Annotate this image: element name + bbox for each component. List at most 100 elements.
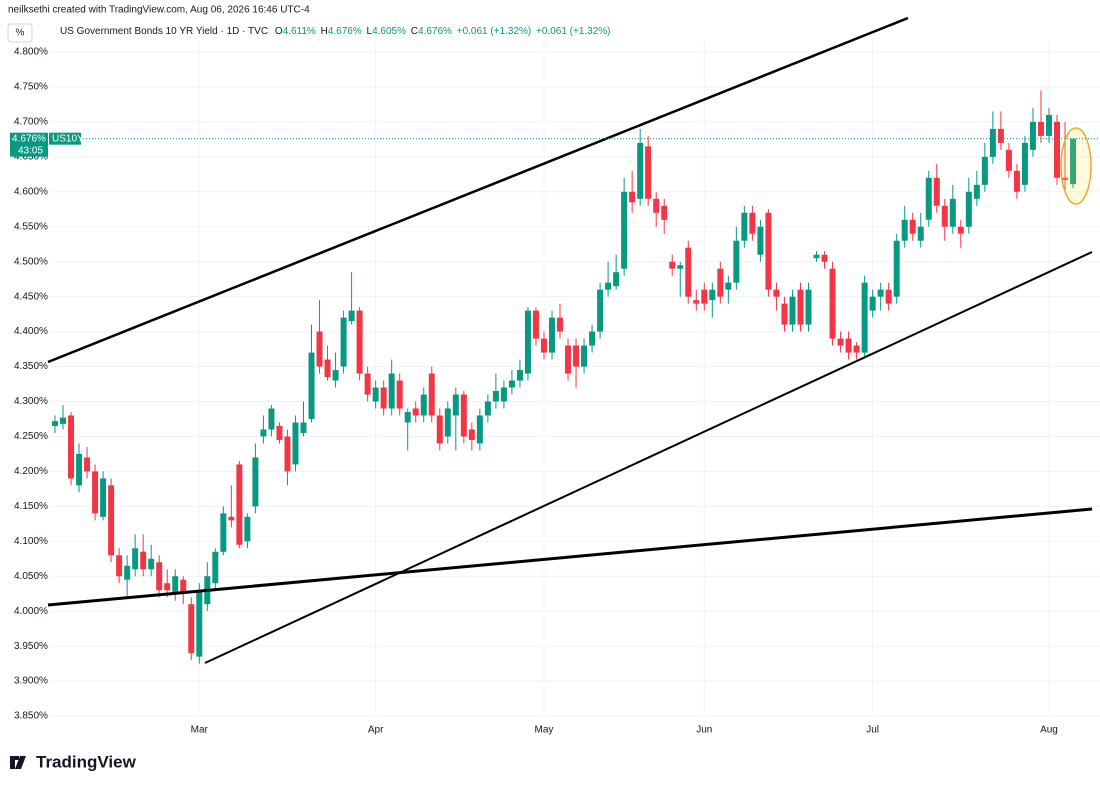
candle-body xyxy=(548,317,555,353)
candle-body xyxy=(893,240,900,297)
candle-body xyxy=(981,156,988,185)
candle-body xyxy=(212,551,219,584)
candle-body xyxy=(733,240,740,283)
candle-body xyxy=(869,296,876,311)
open-value: 4.611% xyxy=(283,26,316,37)
candle-body xyxy=(621,191,628,269)
candle-body xyxy=(909,219,916,234)
change: +0.061 (+1.32%) xyxy=(457,26,532,37)
close-value: 4.676% xyxy=(418,26,452,37)
candle-body xyxy=(749,212,756,234)
candle-body xyxy=(532,310,539,339)
candle-body xyxy=(805,289,812,325)
y-tick-label: 4.050% xyxy=(14,571,48,582)
candle-body xyxy=(476,415,483,444)
candle-body xyxy=(420,394,427,416)
y-tick-label: 4.100% xyxy=(14,536,48,547)
candle-body xyxy=(933,177,940,206)
candle-body xyxy=(989,128,996,157)
trend-line xyxy=(47,507,1093,607)
candle-body xyxy=(148,558,155,570)
candle-body xyxy=(484,401,491,416)
candle-body xyxy=(188,604,195,654)
scale-button-label[interactable]: % xyxy=(16,28,25,39)
candle-body xyxy=(709,289,716,301)
candle-body xyxy=(741,212,748,241)
candle-body xyxy=(180,579,187,594)
candle-body xyxy=(813,254,820,259)
candle-body xyxy=(1029,121,1036,150)
y-tick-label: 4.400% xyxy=(14,326,48,337)
candle-body xyxy=(1037,121,1044,136)
candle-body xyxy=(629,191,636,203)
candle-body xyxy=(500,387,507,402)
candle-body xyxy=(116,555,123,577)
candle-body xyxy=(244,516,251,542)
candle-body xyxy=(92,471,99,514)
symbol-tag-label: US10Y xyxy=(52,133,84,144)
candle-body xyxy=(452,394,459,416)
candle-body xyxy=(1013,170,1020,192)
candle-body xyxy=(516,370,523,381)
candle-body xyxy=(797,289,804,325)
y-tick-label: 4.650% xyxy=(14,151,48,162)
low-label: L xyxy=(367,26,373,37)
candle-body xyxy=(372,387,379,402)
candle-body xyxy=(380,387,387,409)
y-tick-label: 4.300% xyxy=(14,396,48,407)
scale-button[interactable] xyxy=(7,23,33,43)
candle-body xyxy=(68,415,75,479)
y-tick-label: 3.950% xyxy=(14,641,48,652)
candle-body xyxy=(436,415,443,444)
candle-body xyxy=(565,345,572,374)
candle-body xyxy=(300,422,307,433)
candle-body xyxy=(685,247,692,297)
close-label: C xyxy=(411,26,418,37)
candle-body xyxy=(1045,114,1052,136)
y-tick-label: 4.000% xyxy=(14,606,48,617)
candle-body xyxy=(1070,138,1077,185)
y-tick-label: 4.450% xyxy=(14,291,48,302)
candle-body xyxy=(845,338,852,353)
candle-body xyxy=(132,548,139,570)
candle-body xyxy=(100,478,107,517)
candle-body xyxy=(581,345,588,367)
price-tag-label: 4.676% xyxy=(12,133,46,144)
chart-legend: US Government Bonds 10 YR Yield · 1D · T… xyxy=(60,26,611,37)
high-label: H xyxy=(321,26,328,37)
candle-body xyxy=(637,142,644,199)
candle-body xyxy=(725,282,732,290)
candle-body xyxy=(492,391,499,402)
candle-body xyxy=(901,219,908,241)
candle-body xyxy=(260,429,267,437)
y-tick-label: 3.850% xyxy=(14,711,48,722)
y-tick-label: 4.600% xyxy=(14,186,48,197)
candle-body xyxy=(1021,142,1028,185)
watermark: neilksethi created with TradingView.com,… xyxy=(8,5,310,16)
price-tag-countdown: 43:05 xyxy=(18,145,43,156)
candle-body xyxy=(589,331,596,346)
candle-body xyxy=(917,226,924,241)
chart-title: US Government Bonds 10 YR Yield · 1D · T… xyxy=(60,26,268,37)
candle-body xyxy=(236,464,243,545)
candle-body xyxy=(773,289,780,297)
candle-body xyxy=(829,268,836,339)
candle-body xyxy=(757,226,764,255)
y-tick-label: 3.900% xyxy=(14,676,48,687)
candle-body xyxy=(941,205,948,227)
brand: TradingView xyxy=(36,752,137,771)
candle-body xyxy=(613,272,620,287)
x-tick-label: Mar xyxy=(191,725,209,736)
candle-body xyxy=(597,289,604,332)
high-value: 4.676% xyxy=(328,26,362,37)
candle-body xyxy=(765,212,772,290)
x-tick-label: Apr xyxy=(368,725,384,736)
candle-body xyxy=(605,282,612,290)
candle-body xyxy=(84,457,91,472)
candle-body xyxy=(789,296,796,325)
candle-body xyxy=(228,516,235,521)
candle-body xyxy=(557,317,564,332)
candle-body xyxy=(885,289,892,304)
